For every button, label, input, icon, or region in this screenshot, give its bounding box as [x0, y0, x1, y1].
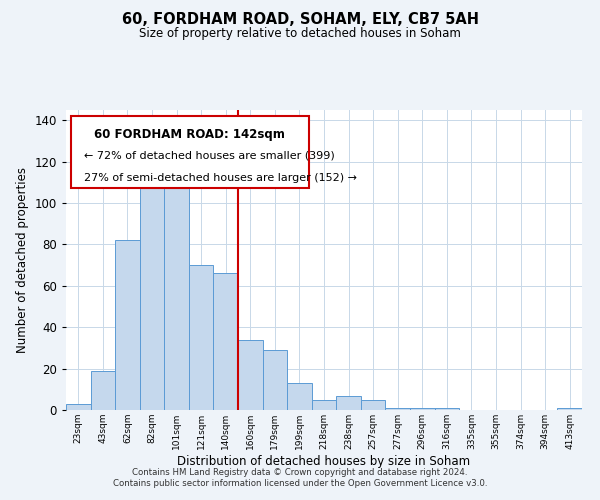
Text: Contains HM Land Registry data © Crown copyright and database right 2024.
Contai: Contains HM Land Registry data © Crown c… [113, 468, 487, 487]
X-axis label: Distribution of detached houses by size in Soham: Distribution of detached houses by size … [178, 454, 470, 468]
Bar [189, 265, 214, 410]
Bar [214, 274, 238, 410]
Bar [434, 408, 459, 410]
Bar [385, 408, 410, 410]
Text: 27% of semi-detached houses are larger (152) →: 27% of semi-detached houses are larger (… [84, 173, 357, 183]
FancyBboxPatch shape [71, 116, 308, 188]
Bar [557, 408, 582, 410]
Text: 60 FORDHAM ROAD: 142sqm: 60 FORDHAM ROAD: 142sqm [94, 128, 285, 141]
Bar [263, 350, 287, 410]
Bar [140, 182, 164, 410]
Bar [164, 176, 189, 410]
Bar [312, 400, 336, 410]
Bar [336, 396, 361, 410]
Bar [410, 408, 434, 410]
Bar [66, 404, 91, 410]
Text: 60, FORDHAM ROAD, SOHAM, ELY, CB7 5AH: 60, FORDHAM ROAD, SOHAM, ELY, CB7 5AH [121, 12, 479, 28]
Bar [238, 340, 263, 410]
Bar [115, 240, 140, 410]
Bar [91, 370, 115, 410]
Text: Size of property relative to detached houses in Soham: Size of property relative to detached ho… [139, 28, 461, 40]
Bar [287, 383, 312, 410]
Text: ← 72% of detached houses are smaller (399): ← 72% of detached houses are smaller (39… [84, 150, 335, 160]
Y-axis label: Number of detached properties: Number of detached properties [16, 167, 29, 353]
Bar [361, 400, 385, 410]
